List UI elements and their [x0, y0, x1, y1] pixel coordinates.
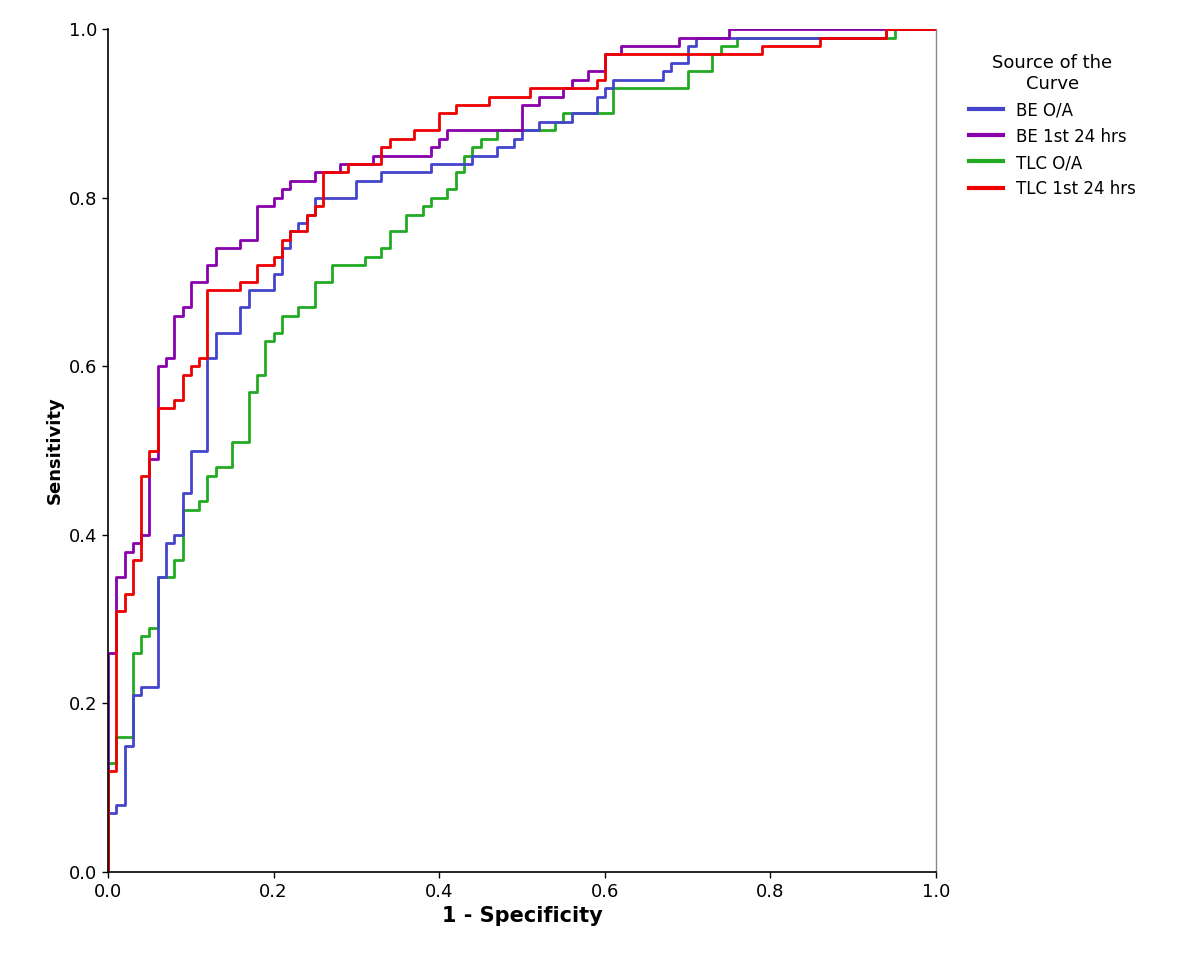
Legend: BE O/A, BE 1st 24 hrs, TLC O/A, TLC 1st 24 hrs: BE O/A, BE 1st 24 hrs, TLC O/A, TLC 1st … [970, 54, 1135, 199]
Y-axis label: Sensitivity: Sensitivity [46, 396, 64, 505]
X-axis label: 1 - Specificity: 1 - Specificity [442, 906, 602, 926]
